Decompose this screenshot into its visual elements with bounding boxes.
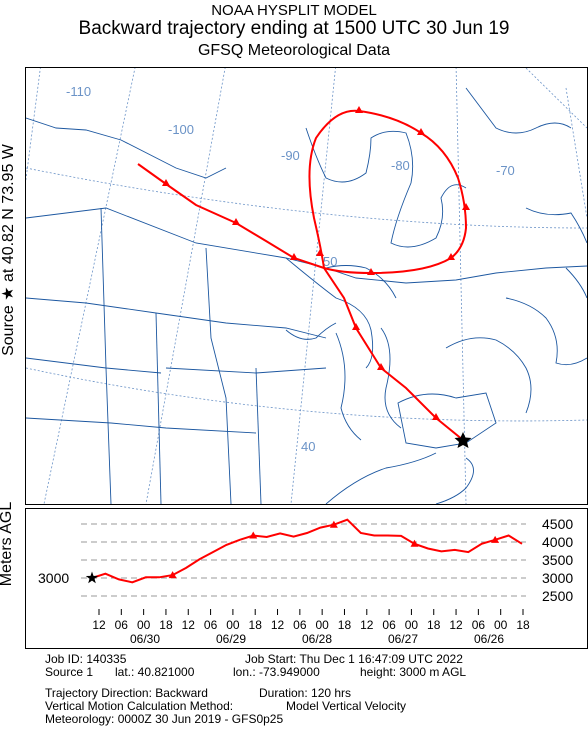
profile-svg: 4500 4000 3500 3000 2500 3000 12 06 00 18 12 06 00 18… <box>38 516 573 646</box>
hour-tick-label: 18 <box>427 618 441 632</box>
hour-tick-label: 12 <box>182 618 196 632</box>
lon-label-70: -70 <box>496 163 515 178</box>
lon-label-110: -110 <box>66 84 91 99</box>
profile-y-tick-label: 4000 <box>542 534 573 550</box>
height-point-marker <box>168 571 177 579</box>
duration: Duration: 120 hrs <box>259 686 352 700</box>
lat-label-40: 40 <box>301 439 315 454</box>
lon-label-90: -90 <box>281 148 300 163</box>
profile-source-star-icon <box>85 571 99 584</box>
job-id: Job ID: 140335 <box>45 652 127 666</box>
lon-label-100: -100 <box>168 122 194 137</box>
height-profile: 4500 4000 3500 3000 2500 3000 12 06 00 18 12 06 00 18… <box>25 508 588 649</box>
hour-tick-label: 12 <box>360 618 374 632</box>
source-star-icon <box>454 432 472 448</box>
source-lat: lat.: 40.821000 <box>115 665 195 679</box>
data-source-title: GFSQ Meteorological Data <box>197 42 391 59</box>
start-height-label: 3000 <box>38 570 69 586</box>
hour-tick-label: 00 <box>494 618 508 632</box>
trajectory-direction: Trajectory Direction: Backward <box>45 686 208 700</box>
hour-tick-label: 12 <box>449 618 463 632</box>
profile-y-tick-label: 3500 <box>542 552 573 568</box>
trajectory-markers <box>162 106 470 420</box>
date-label: 06/28 <box>302 632 332 646</box>
model-title: NOAA HYSPLIT MODEL <box>211 2 377 19</box>
trajectory-path <box>137 109 468 441</box>
hour-tick-label: 18 <box>338 618 352 632</box>
vertical-method-value: Model Vertical Velocity <box>286 699 407 713</box>
hour-tick-label: 06 <box>115 618 129 632</box>
hour-tick-label: 00 <box>226 618 240 632</box>
map-svg: -110 -100 -90 -80 -70 50 40 <box>26 68 587 504</box>
hour-tick-label: 06 <box>472 618 486 632</box>
hour-tick-label: 18 <box>159 618 173 632</box>
profile-y-tick-label: 2500 <box>542 588 573 604</box>
profile-y-tick-label: 3000 <box>542 570 573 586</box>
hour-tick-label: 18 <box>249 618 263 632</box>
source-id: Source 1 <box>45 665 94 679</box>
date-label: 06/27 <box>388 632 418 646</box>
lat-label-50: 50 <box>323 254 337 269</box>
hour-tick-label: 12 <box>271 618 285 632</box>
date-label: 06/30 <box>130 632 160 646</box>
job-start: Job Start: Thu Dec 1 16:47:09 UTC 2022 <box>245 652 463 666</box>
source-height: height: 3000 m AGL <box>360 665 467 679</box>
hour-tick-label: 18 <box>516 618 530 632</box>
hour-tick-label: 06 <box>382 618 396 632</box>
source-lon: lon.: -73.949000 <box>233 665 320 679</box>
height-point-marker <box>249 531 258 539</box>
height-point-marker <box>410 539 419 547</box>
lon-label-80: -80 <box>391 158 410 173</box>
trajectory-map: -110 -100 -90 -80 -70 50 40 <box>25 67 588 505</box>
profile-y-tick-label: 4500 <box>542 516 573 532</box>
hour-tick-label: 00 <box>405 618 419 632</box>
hour-tick-label: 12 <box>92 618 106 632</box>
hour-tick-label: 06 <box>293 618 307 632</box>
run-info: Job ID: 140335 Job Start: Thu Dec 1 16:4… <box>45 653 545 726</box>
trajectory-title: Backward trajectory ending at 1500 UTC 3… <box>78 18 510 39</box>
meteorology: Meteorology: 0000Z 30 Jun 2019 - GFS0p25 <box>45 712 284 726</box>
height-point-marker <box>491 535 500 543</box>
hour-tick-label: 00 <box>137 618 151 632</box>
date-label: 06/29 <box>216 632 246 646</box>
hour-tick-label: 06 <box>204 618 218 632</box>
vertical-method-label: Vertical Motion Calculation Method: <box>45 699 234 713</box>
height-series-line <box>91 518 523 584</box>
height-point-marker <box>329 520 338 528</box>
date-label: 06/26 <box>474 632 504 646</box>
hour-tick-label: 00 <box>315 618 329 632</box>
